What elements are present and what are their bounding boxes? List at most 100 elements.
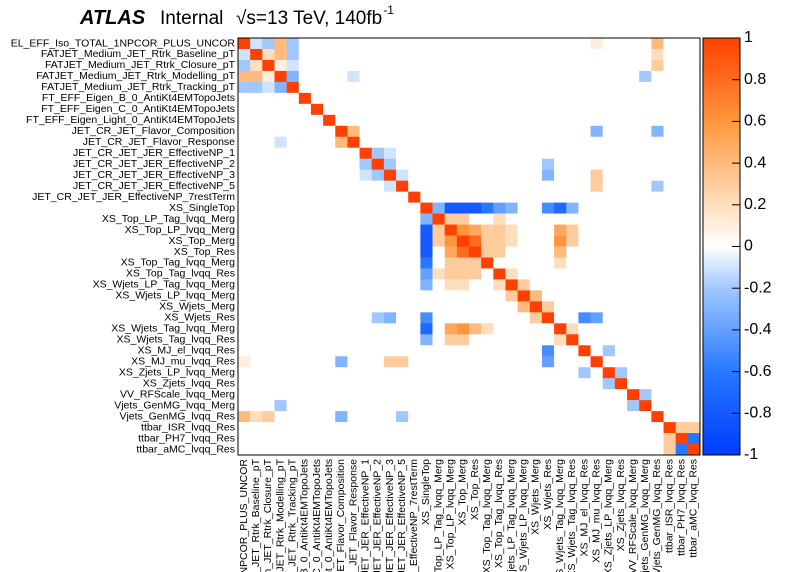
cell	[347, 356, 360, 368]
cell	[505, 191, 518, 203]
cell	[335, 103, 348, 116]
cell	[456, 378, 470, 390]
cell	[432, 367, 445, 379]
cell	[310, 70, 324, 83]
y-tick-label: XS_Wjets_LP_lvqq_Merg	[115, 290, 235, 302]
cell	[627, 38, 640, 50]
cell	[444, 433, 458, 445]
cell	[517, 114, 531, 127]
cell	[493, 70, 506, 83]
cell	[371, 169, 385, 181]
cell	[335, 202, 348, 214]
cell	[262, 136, 275, 149]
cell	[663, 389, 676, 401]
cell	[383, 389, 397, 401]
cell	[335, 378, 348, 390]
cell	[432, 191, 445, 203]
cell	[408, 378, 421, 390]
cell	[663, 334, 676, 346]
cell	[335, 367, 348, 379]
cell	[627, 158, 640, 170]
x-tick-label: XS_Wjets_Merg	[530, 459, 542, 535]
cell	[651, 136, 664, 149]
cell	[663, 136, 676, 149]
cell	[420, 92, 433, 105]
cell	[408, 147, 421, 160]
cell	[262, 268, 275, 280]
cell	[541, 38, 555, 50]
cell	[420, 378, 433, 390]
cell	[505, 235, 518, 247]
cell	[663, 301, 676, 313]
cell	[493, 422, 506, 434]
cell	[310, 422, 324, 434]
cell	[529, 257, 543, 269]
cell	[493, 103, 506, 116]
cell	[602, 246, 616, 258]
cell	[286, 290, 300, 302]
cell	[541, 81, 555, 94]
cell	[651, 38, 664, 50]
cell	[274, 70, 287, 83]
cell	[359, 400, 373, 412]
cell	[383, 38, 397, 50]
cell	[310, 92, 324, 105]
cell	[396, 38, 409, 50]
cell	[396, 334, 409, 346]
cell	[298, 301, 312, 313]
cell	[602, 422, 616, 434]
cell	[262, 38, 275, 50]
cell	[590, 180, 604, 192]
cell	[408, 400, 421, 412]
cell	[505, 389, 518, 401]
cell	[456, 48, 470, 61]
x-tick-label: XS_Top_Res	[469, 459, 481, 520]
cell	[602, 114, 616, 127]
cell	[335, 147, 348, 160]
cell	[359, 59, 373, 72]
cell	[286, 136, 300, 149]
cell	[505, 180, 518, 192]
cell	[335, 323, 348, 335]
cell	[250, 389, 263, 401]
cell	[541, 279, 555, 291]
cell	[383, 114, 397, 127]
cell	[456, 345, 470, 357]
cell	[663, 257, 676, 269]
cell	[529, 411, 543, 423]
cell	[262, 367, 275, 379]
cell	[323, 444, 336, 456]
cell	[529, 389, 543, 401]
cell	[444, 235, 458, 247]
cell	[627, 290, 640, 302]
cell	[590, 257, 604, 269]
cell	[505, 367, 518, 379]
cell	[456, 70, 470, 83]
cell	[250, 147, 263, 160]
x-tick-label: XS_Wjets_LP_Tag_lvqq_Merg	[505, 459, 517, 572]
cell	[432, 235, 445, 247]
cell	[639, 92, 652, 105]
cell	[238, 92, 251, 105]
cell	[310, 59, 324, 72]
cell	[323, 246, 336, 258]
cell	[238, 224, 251, 236]
cell	[675, 345, 689, 357]
cell	[566, 411, 579, 423]
cell	[566, 367, 579, 379]
cell	[541, 70, 555, 83]
cell	[359, 389, 373, 401]
colorbar-tick-label: 0.2	[744, 196, 766, 213]
x-tick-label: XS_MJ_el_lvqq_Res	[578, 459, 590, 556]
x-tick-label: ttbar_ISR_lvqq_Res	[663, 459, 675, 553]
cell	[286, 268, 300, 280]
cell	[614, 290, 628, 302]
cell	[286, 444, 300, 456]
cell	[408, 38, 421, 50]
cell	[663, 411, 676, 423]
cell	[493, 378, 506, 390]
cell	[274, 433, 287, 445]
cell	[383, 235, 397, 247]
cell	[469, 191, 482, 203]
cell	[383, 224, 397, 236]
